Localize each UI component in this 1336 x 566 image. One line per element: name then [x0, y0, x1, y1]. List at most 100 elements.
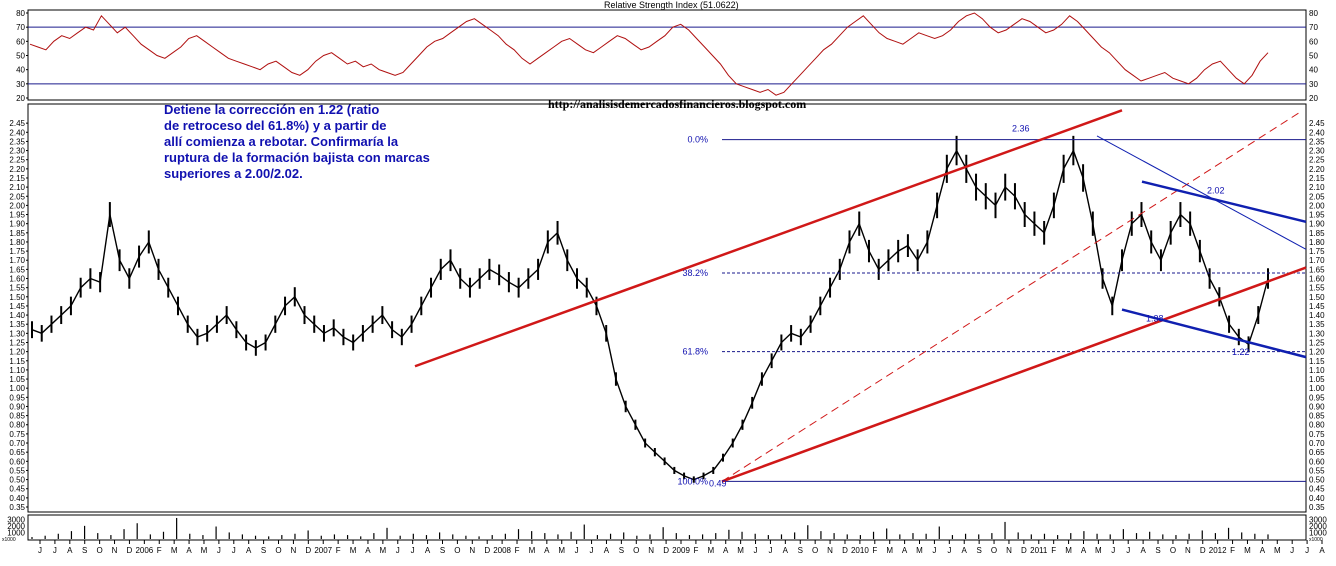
price-tick-label-right: 1.95 [1309, 211, 1325, 220]
x-tick-label: N [1006, 546, 1012, 555]
price-tick-label-left: 1.20 [9, 348, 25, 357]
price-tick-label-right: 1.45 [1309, 302, 1325, 311]
x-tick-label: 2010 [851, 546, 869, 555]
x-tick-label: M [1095, 546, 1102, 555]
x-tick-label: N [827, 546, 833, 555]
rsi-tick-label-left: 60 [16, 37, 25, 46]
x-tick-label: D [484, 546, 490, 555]
price-tick-label-right: 1.15 [1309, 357, 1325, 366]
x-tick-label: J [768, 546, 772, 555]
price-tick-label-left: 1.70 [9, 256, 25, 265]
rsi-line [29, 12, 1269, 96]
price-tick-label-left: 2.05 [9, 192, 25, 201]
x-tick-label: J [1305, 546, 1309, 555]
x-tick-label: A [365, 546, 371, 555]
price-tick-label-left: 0.35 [9, 503, 25, 512]
price-tick-label-left: 0.95 [9, 393, 25, 402]
x-tick-label: J [232, 546, 236, 555]
price-tick-label-left: 1.00 [9, 384, 25, 393]
price-tick-label-right: 2.45 [1309, 119, 1325, 128]
x-tick-label: M [201, 546, 208, 555]
price-tick-label-left: 2.10 [9, 183, 25, 192]
volume-unit-label: x1000 [1309, 537, 1323, 543]
annotation-label: 2.36 [1012, 124, 1030, 134]
x-tick-label: M [1274, 546, 1281, 555]
price-tick-label-left: 2.20 [9, 165, 25, 174]
price-tick-label-left: 0.90 [9, 402, 25, 411]
x-tick-label: S [82, 546, 87, 555]
x-tick-label: M [916, 546, 923, 555]
x-tick-label: J [1290, 546, 1294, 555]
price-tick-label-left: 0.55 [9, 466, 25, 475]
price-tick-label-right: 0.95 [1309, 393, 1325, 402]
price-tick-label-left: 2.25 [9, 156, 25, 165]
x-tick-label: J [947, 546, 951, 555]
x-tick-label: M [737, 546, 744, 555]
x-tick-label: N [1185, 546, 1191, 555]
x-tick-label: J [53, 546, 57, 555]
price-tick-label-right: 0.75 [1309, 430, 1325, 439]
annotation-label: 2.02 [1207, 186, 1225, 196]
x-tick-label: J [1126, 546, 1130, 555]
x-tick-label: J [217, 546, 221, 555]
x-tick-label: A [425, 546, 431, 555]
price-tick-label-right: 1.70 [1309, 256, 1325, 265]
volume-unit-label: x1000 [2, 537, 16, 543]
price-tick-label-right: 1.20 [1309, 348, 1325, 357]
x-tick-label: D [842, 546, 848, 555]
price-tick-label-right: 1.30 [1309, 329, 1325, 338]
rsi-tick-label-right: 20 [1309, 94, 1318, 103]
price-tick-label-left: 1.55 [9, 284, 25, 293]
note-line: Detiene la corrección en 1.22 (ratio [164, 102, 380, 117]
price-tick-label-right: 1.55 [1309, 284, 1325, 293]
red-channel-upper [414, 109, 1123, 368]
rsi-tick-label-right: 50 [1309, 52, 1318, 61]
note-line: allí comienza a rebotar. Confirmaría la [164, 134, 399, 149]
price-tick-label-left: 0.65 [9, 448, 25, 457]
x-tick-label: F [693, 546, 698, 555]
volume-tick-label-right: 3000 [1309, 515, 1327, 524]
rsi-tick-label-right: 60 [1309, 37, 1318, 46]
x-tick-label: M [558, 546, 565, 555]
price-tick-label-right: 1.60 [1309, 275, 1325, 284]
price-tick-label-left: 1.90 [9, 220, 25, 229]
x-tick-label: J [1111, 546, 1115, 555]
rsi-tick-label-left: 50 [16, 52, 25, 61]
x-tick-label: F [157, 546, 162, 555]
price-tick-label-right: 1.50 [1309, 293, 1325, 302]
price-tick-label-right: 1.05 [1309, 375, 1325, 384]
price-tick-label-right: 1.35 [1309, 320, 1325, 329]
price-tick-label-left: 2.40 [9, 128, 25, 137]
price-tick-label-right: 0.45 [1309, 485, 1325, 494]
x-tick-label: N [112, 546, 118, 555]
price-tick-label-right: 1.85 [1309, 229, 1325, 238]
rsi-tick-label-right: 30 [1309, 80, 1318, 89]
price-tick-label-right: 2.40 [1309, 128, 1325, 137]
x-tick-label: D [1200, 546, 1206, 555]
price-tick-label-left: 2.15 [9, 174, 25, 183]
panel-frame [27, 9, 1307, 101]
rsi-tick-label-left: 20 [16, 94, 25, 103]
x-tick-label: A [67, 546, 73, 555]
price-tick-label-left: 1.80 [9, 238, 25, 247]
x-tick-label: F [1051, 546, 1056, 555]
x-tick-label: S [440, 546, 445, 555]
price-tick-label-right: 2.05 [1309, 192, 1325, 201]
volume-tick-label-left: 3000 [7, 515, 25, 524]
price-tick-label-left: 1.40 [9, 311, 25, 320]
x-tick-label: D [663, 546, 669, 555]
retracement-label: 0.0% [687, 135, 708, 145]
x-tick-label: J [590, 546, 594, 555]
x-tick-label: M [1065, 546, 1072, 555]
x-tick-label: 2012 [1209, 546, 1227, 555]
price-tick-label-right: 1.00 [1309, 384, 1325, 393]
price-tick-label-left: 1.25 [9, 338, 25, 347]
x-tick-label: J [754, 546, 758, 555]
price-tick-label-left: 1.95 [9, 211, 25, 220]
price-tick-label-right: 0.35 [1309, 503, 1325, 512]
rsi-panel: 20 20 30 30 40 40 50 50 60 60 70 70 80 80 [16, 9, 1318, 103]
x-tick-label: O [1170, 546, 1176, 555]
x-tick-label: F [1230, 546, 1235, 555]
note-line: de retroceso del 61.8%) y a partir de [164, 118, 387, 133]
x-tick-label: J [38, 546, 42, 555]
